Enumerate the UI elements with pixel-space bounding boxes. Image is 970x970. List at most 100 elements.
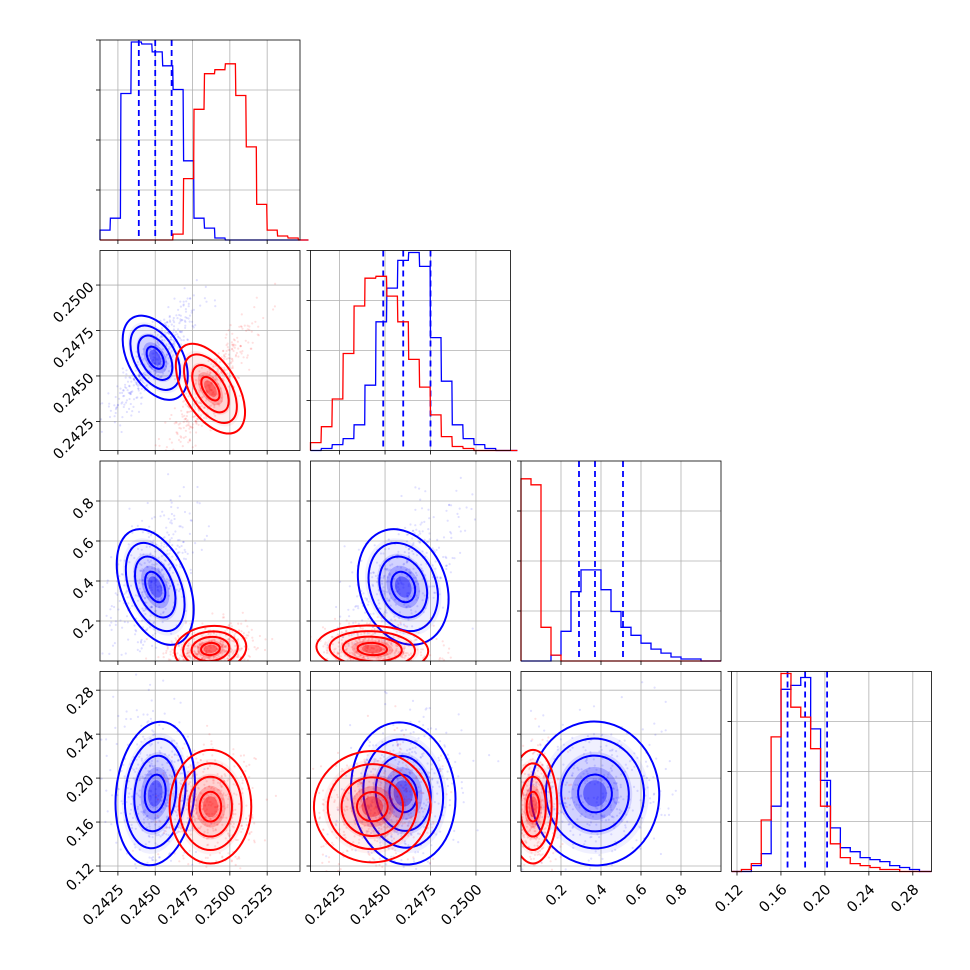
scatter-point	[164, 607, 167, 610]
scatter-point	[181, 655, 184, 658]
scatter-point	[188, 532, 191, 535]
scatter-point	[394, 651, 397, 654]
scatter-point	[251, 322, 254, 325]
scatter-point	[172, 328, 175, 331]
scatter-point	[231, 649, 234, 652]
scatter-point	[362, 592, 365, 595]
scatter-point	[413, 639, 416, 642]
scatter-point	[374, 632, 377, 635]
scatter-point	[220, 644, 223, 648]
scatter-point	[385, 569, 388, 572]
scatter-point	[212, 656, 215, 659]
scatter-point	[439, 577, 442, 580]
scatter-point	[344, 645, 347, 648]
scatter-point	[412, 856, 415, 859]
scatter-point	[148, 822, 151, 825]
scatter-point	[141, 593, 144, 596]
scatter-point	[396, 580, 399, 583]
scatter-point	[357, 655, 360, 659]
scatter-point	[199, 304, 202, 307]
scatter-point	[173, 344, 176, 347]
scatter-point	[121, 626, 124, 629]
scatter-point	[222, 792, 225, 795]
scatter-point	[409, 748, 412, 751]
scatter-point	[376, 626, 379, 629]
scatter-point	[163, 803, 167, 806]
scatter-point	[179, 782, 182, 786]
scatter-point	[101, 585, 104, 589]
scatter-point	[409, 708, 412, 711]
scatter-point	[362, 657, 365, 660]
scatter-point	[221, 641, 224, 644]
scatter-point	[150, 517, 154, 520]
scatter-point	[168, 417, 172, 420]
contour-level-1	[129, 324, 182, 391]
scatter-point	[564, 868, 567, 871]
scatter-point	[196, 646, 199, 649]
scatter-point	[222, 349, 225, 352]
scatter-point	[144, 371, 147, 374]
scatter-point	[169, 521, 172, 524]
scatter-point	[358, 887, 360, 889]
scatter-point	[438, 759, 441, 762]
scatter-point	[115, 841, 118, 844]
scatter-point	[388, 572, 391, 575]
scatter-point	[301, 653, 303, 655]
scatter-point	[176, 932, 178, 934]
scatter-point	[336, 808, 339, 811]
scatter-point	[186, 423, 189, 426]
scatter-point	[354, 605, 357, 608]
scatter-point	[238, 394, 241, 397]
scatter-point	[342, 667, 344, 669]
scatter-point	[205, 885, 207, 887]
scatter-point	[379, 607, 382, 610]
scatter-point	[177, 830, 180, 833]
scatter-point	[232, 826, 235, 829]
scatter-point	[168, 585, 172, 588]
scatter-point	[195, 804, 198, 807]
scatter-point	[158, 605, 161, 609]
scatter-point	[239, 325, 243, 328]
scatter-point	[153, 579, 156, 582]
scatter-point	[172, 655, 175, 658]
scatter-point	[380, 646, 383, 649]
scatter-point	[379, 657, 382, 660]
scatter-point	[191, 829, 195, 832]
scatter-point	[212, 376, 215, 379]
scatter-point	[187, 317, 190, 320]
scatter-point	[337, 652, 340, 655]
scatter-point	[186, 797, 189, 801]
scatter-point	[231, 630, 234, 633]
scatter-point	[239, 344, 242, 347]
scatter-point	[144, 608, 148, 611]
scatter-point	[187, 795, 190, 798]
scatter-point	[339, 655, 342, 658]
scatter-point	[150, 762, 153, 765]
scatter-point	[161, 763, 164, 766]
scatter-point	[448, 563, 451, 566]
scatter-point	[206, 828, 209, 831]
scatter-point	[205, 650, 208, 653]
scatter-point	[417, 582, 420, 585]
scatter-point	[412, 543, 415, 546]
scatter-point	[189, 833, 192, 836]
scatter-point	[203, 783, 206, 786]
scatter-point	[126, 621, 129, 624]
scatter-point	[438, 593, 441, 596]
scatter-point	[192, 326, 195, 329]
scatter-point	[350, 645, 353, 649]
scatter-point	[408, 548, 411, 551]
scatter-point	[242, 754, 246, 757]
scatter-point	[390, 651, 394, 654]
scatter-point	[195, 653, 198, 656]
scatter-point	[210, 404, 213, 407]
scatter-point	[172, 319, 175, 322]
scatter-point	[348, 585, 351, 588]
scatter-point	[182, 641, 185, 644]
scatter-point	[397, 781, 400, 784]
scatter-point	[181, 551, 184, 554]
scatter-point	[240, 824, 243, 827]
scatter-point	[171, 644, 174, 647]
scatter-point	[144, 816, 147, 819]
scatter-point	[194, 645, 197, 648]
